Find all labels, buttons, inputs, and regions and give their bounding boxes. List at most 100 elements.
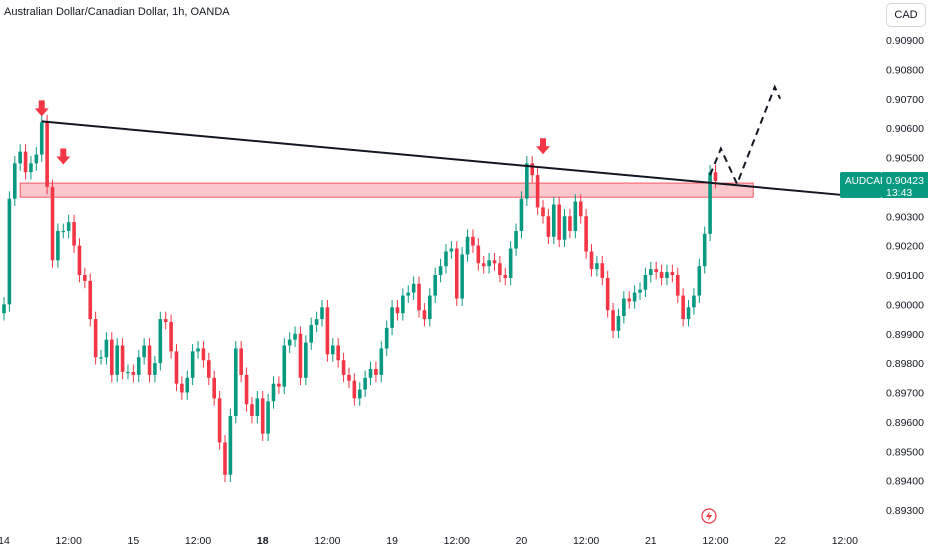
candle-body (250, 404, 254, 416)
candle-body (207, 360, 211, 378)
x-tick-label: 12:00 (832, 535, 858, 547)
y-tick-label: 0.89300 (886, 505, 924, 517)
candle-body (471, 236, 475, 246)
candle-body (384, 327, 389, 349)
candle-body (562, 216, 567, 240)
candle-body (287, 339, 292, 346)
candle-body (120, 345, 125, 372)
candle-body (126, 371, 130, 374)
y-tick-label: 0.89600 (886, 417, 924, 429)
candle-body (519, 198, 524, 231)
candle-body (309, 324, 314, 343)
projection-path (709, 84, 782, 187)
alert-icon-circle (701, 508, 717, 524)
candle-body (244, 374, 249, 405)
candle-body (535, 175, 540, 208)
x-tick-label: 12:00 (56, 535, 82, 547)
candle-body (336, 345, 340, 361)
candle-body (39, 122, 44, 155)
candle-body (110, 339, 114, 375)
candle-body (104, 339, 109, 358)
down-arrow-icon (56, 148, 71, 165)
candle-body (454, 248, 459, 299)
candle-body (45, 122, 49, 187)
candle-body (584, 216, 588, 252)
candle-body (83, 275, 87, 281)
price-badge-value-bg (882, 172, 928, 198)
x-tick-label: 22 (774, 535, 786, 547)
candle-body (697, 266, 702, 296)
candle-body (686, 307, 691, 320)
candle-body (2, 304, 6, 314)
candle-body (670, 272, 675, 275)
candle-body (142, 345, 146, 358)
candle-body (401, 295, 405, 314)
currency-button[interactable]: CAD (886, 3, 926, 27)
candle-body (88, 280, 93, 320)
y-tick-label: 0.89900 (886, 329, 924, 341)
alert-icon-bolt (706, 511, 712, 521)
candle-body (638, 289, 642, 293)
candle-body (406, 292, 411, 296)
candle-body (546, 216, 551, 237)
candle-body (233, 348, 238, 416)
candle-body (72, 222, 76, 246)
y-axis[interactable]: 0.90900 0.90800 0.90700 0.90600 0.90500 0.904… (886, 35, 924, 517)
x-tick-label: 14 (0, 535, 10, 547)
x-tick-label: 21 (645, 535, 657, 547)
candle-body (34, 154, 39, 164)
candle-body (514, 230, 518, 249)
candle-body (465, 236, 470, 255)
candle-body (530, 163, 535, 176)
candle-body (487, 260, 491, 267)
candle-body (551, 204, 556, 237)
candle-body (228, 416, 233, 475)
candle-body (417, 283, 421, 311)
candle-body (422, 310, 427, 320)
price-badge-countdown: 13:43 (886, 187, 912, 199)
candle-body (66, 222, 71, 231)
candle-body (115, 345, 119, 375)
candle-body (282, 345, 287, 387)
y-tick-label: 0.90900 (886, 35, 924, 47)
x-tick-label: 20 (516, 535, 528, 547)
candle-body (255, 398, 260, 416)
x-tick-label: 12:00 (185, 535, 211, 547)
candle-body (163, 319, 168, 322)
y-tick-label: 0.89500 (886, 446, 924, 458)
x-tick-label: 12:00 (444, 535, 470, 547)
candle-body (201, 348, 206, 361)
candle-body (390, 307, 394, 328)
candle-body (266, 401, 270, 434)
candle-body (659, 272, 664, 278)
candle-body (476, 245, 481, 264)
candle-body (131, 371, 136, 375)
chart-title: Australian Dollar/Canadian Dollar, 1h, O… (4, 6, 230, 18)
alert-icon[interactable] (701, 508, 717, 524)
candle-body (433, 275, 437, 296)
candle-body (304, 342, 308, 378)
candle-body (320, 307, 324, 320)
x-tick-label: 15 (128, 535, 140, 547)
candle-body (557, 204, 561, 240)
candle-body (578, 201, 583, 217)
x-axis[interactable]: 14 12:00 15 12:00 18 12:00 19 12:00 20 12:00 21 12:… (0, 535, 858, 547)
candle-body (29, 163, 33, 173)
annotations-layer (34, 84, 851, 197)
candle-body (136, 357, 141, 375)
candle-body (330, 345, 335, 355)
candle-body (374, 369, 378, 375)
candle-body (174, 351, 179, 384)
candle-body (93, 319, 98, 358)
candle-body (260, 398, 265, 434)
candle-body (217, 398, 222, 443)
candle-body (605, 277, 610, 311)
candle-body (595, 263, 599, 270)
candle-body (271, 383, 276, 402)
candle-body (600, 263, 605, 278)
price-badge: AUDCAD 0.90423 13:43 (840, 172, 928, 199)
candle-body (185, 377, 190, 393)
candle-body (223, 442, 227, 475)
price-badge-bg (840, 172, 882, 198)
